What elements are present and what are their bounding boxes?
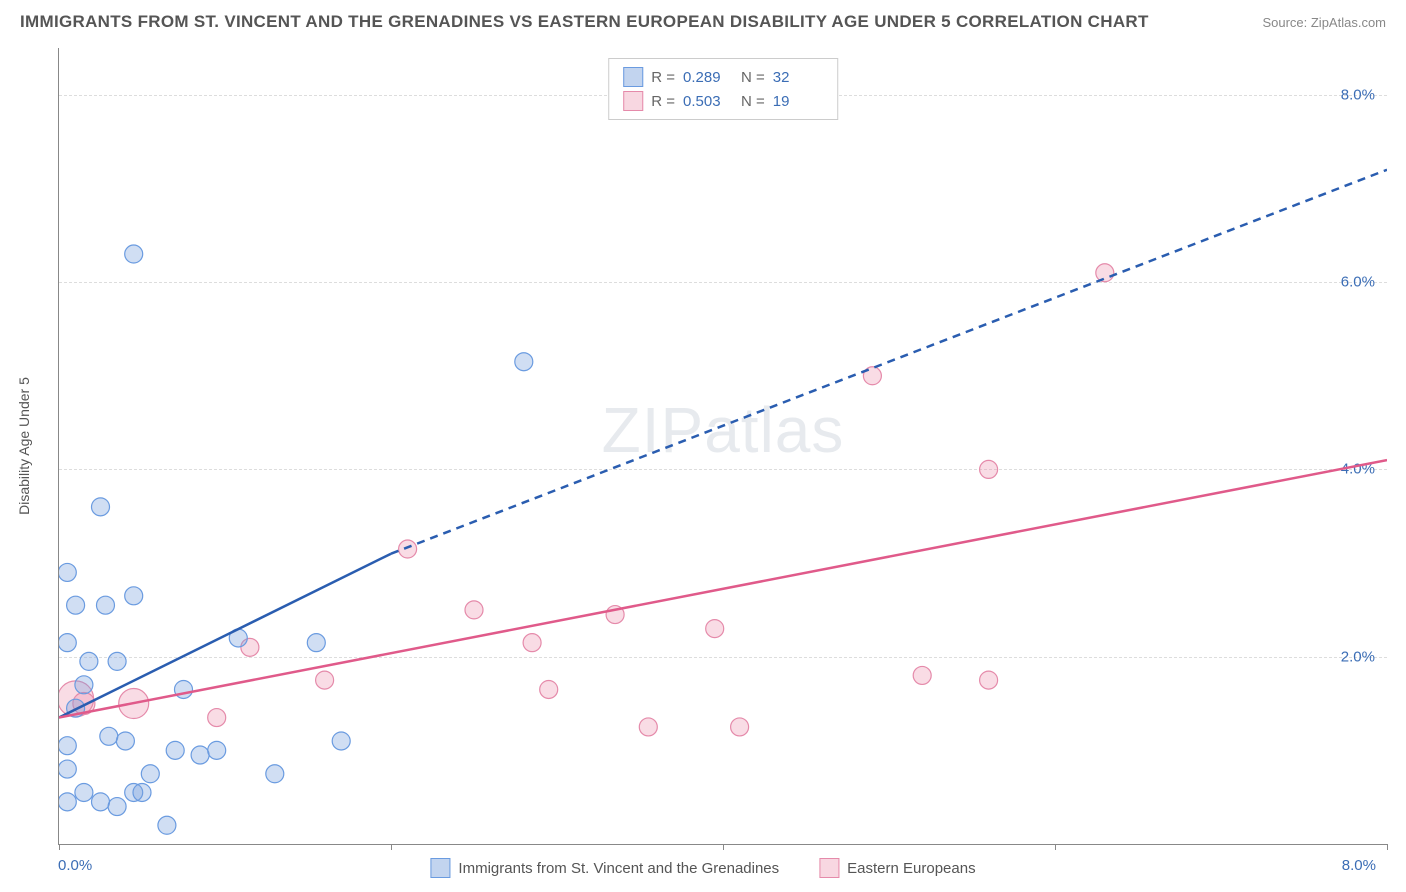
x-tick-max: 8.0%	[1342, 857, 1376, 874]
scatter-point	[133, 783, 151, 801]
scatter-point	[59, 563, 76, 581]
scatter-point	[116, 732, 134, 750]
scatter-point	[316, 671, 334, 689]
n-value-2: 19	[773, 93, 823, 110]
r-value-1: 0.289	[683, 69, 733, 86]
scatter-point	[92, 498, 110, 516]
scatter-svg	[59, 48, 1387, 844]
scatter-point	[1096, 264, 1114, 282]
scatter-point	[108, 798, 126, 816]
x-tick-min: 0.0%	[58, 857, 92, 874]
x-tick	[391, 844, 392, 850]
n-label: N =	[741, 69, 765, 86]
y-axis-label: Disability Age Under 5	[16, 377, 32, 515]
scatter-point	[980, 460, 998, 478]
scatter-point	[706, 620, 724, 638]
scatter-point	[731, 718, 749, 736]
r-label: R =	[651, 93, 675, 110]
x-tick	[1055, 844, 1056, 850]
scatter-point	[59, 793, 76, 811]
legend-stats: R = 0.289 N = 32 R = 0.503 N = 19	[608, 58, 838, 120]
scatter-point	[540, 680, 558, 698]
x-tick	[723, 844, 724, 850]
scatter-point	[191, 746, 209, 764]
scatter-point	[523, 634, 541, 652]
legend-swatch-pink	[623, 91, 643, 111]
x-tick	[59, 844, 60, 850]
scatter-point	[515, 353, 533, 371]
scatter-point	[639, 718, 657, 736]
scatter-point	[108, 652, 126, 670]
legend-label-1: Immigrants from St. Vincent and the Gren…	[458, 860, 779, 877]
scatter-point	[399, 540, 417, 558]
source-label: Source: ZipAtlas.com	[1262, 15, 1386, 30]
x-tick	[1387, 844, 1388, 850]
scatter-point	[59, 634, 76, 652]
legend-swatch-blue	[430, 858, 450, 878]
scatter-point	[307, 634, 325, 652]
scatter-point	[67, 596, 85, 614]
scatter-point	[208, 709, 226, 727]
scatter-point	[80, 652, 98, 670]
scatter-point	[141, 765, 159, 783]
scatter-point	[125, 587, 143, 605]
r-value-2: 0.503	[683, 93, 733, 110]
chart-plot: ZIPatlas R = 0.289 N = 32 R = 0.503 N = …	[58, 48, 1386, 844]
legend-label-2: Eastern Europeans	[847, 860, 975, 877]
scatter-point	[465, 601, 483, 619]
scatter-point	[166, 741, 184, 759]
scatter-point	[59, 760, 76, 778]
n-value-1: 32	[773, 69, 823, 86]
scatter-point	[125, 245, 143, 263]
n-label: N =	[741, 93, 765, 110]
trend-line	[59, 554, 391, 718]
scatter-point	[75, 676, 93, 694]
trend-line	[391, 170, 1387, 554]
legend-swatch-pink	[819, 858, 839, 878]
legend-swatch-blue	[623, 67, 643, 87]
scatter-point	[266, 765, 284, 783]
trend-line	[59, 460, 1387, 718]
scatter-point	[59, 737, 76, 755]
scatter-point	[158, 816, 176, 834]
scatter-point	[332, 732, 350, 750]
legend-series: Immigrants from St. Vincent and the Gren…	[430, 858, 975, 878]
scatter-point	[208, 741, 226, 759]
scatter-point	[96, 596, 114, 614]
chart-title: IMMIGRANTS FROM ST. VINCENT AND THE GREN…	[20, 12, 1149, 32]
scatter-point	[100, 727, 118, 745]
scatter-point	[75, 783, 93, 801]
scatter-point	[92, 793, 110, 811]
r-label: R =	[651, 69, 675, 86]
scatter-point	[913, 666, 931, 684]
scatter-point	[980, 671, 998, 689]
